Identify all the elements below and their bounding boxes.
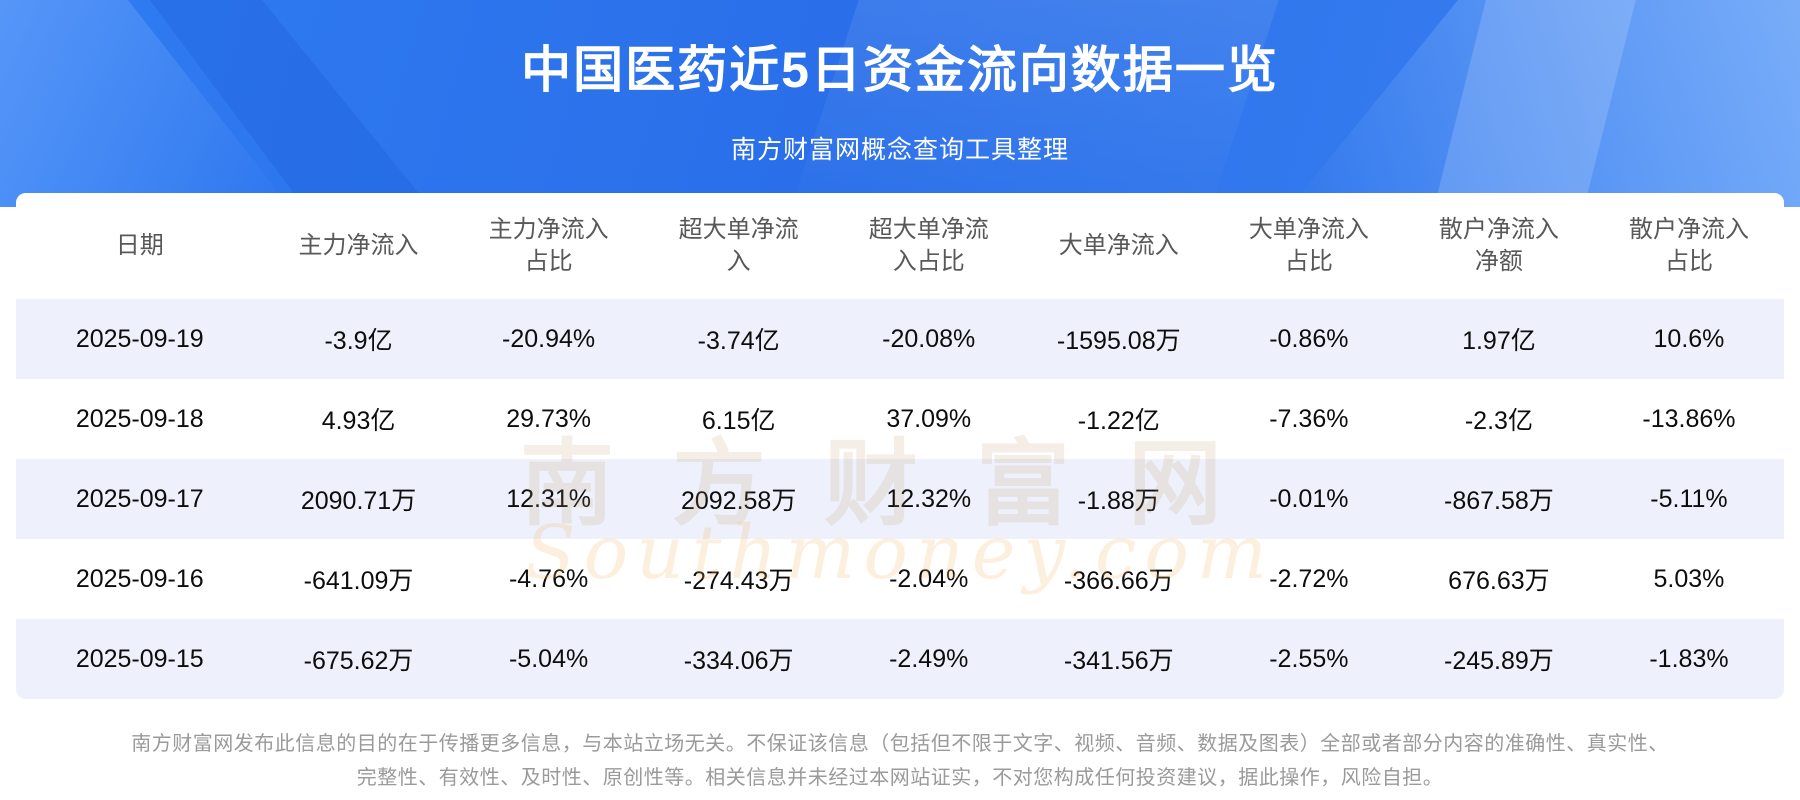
footer-disclaimer: 南方财富网发布此信息的目的在于传播更多信息，与本站立场无关。不保证该信息（包括但… bbox=[0, 727, 1800, 795]
column-header-main-net-inflow: 主力净流入 bbox=[298, 231, 419, 259]
cell-main-net-inflow-ratio: 12.31% bbox=[506, 484, 591, 513]
cell-retail-net-inflow: 676.63万 bbox=[1448, 567, 1550, 595]
page-subtitle: 南方财富网概念查询工具整理 bbox=[730, 136, 1069, 164]
cell-retail-net-inflow-ratio: 5.03% bbox=[1653, 564, 1725, 593]
cell-large-order-net-inflow: -341.56万 bbox=[1063, 647, 1174, 675]
cell-main-net-inflow: -3.9亿 bbox=[324, 327, 393, 355]
cell-xl-order-net-inflow: 2092.58万 bbox=[680, 487, 797, 515]
cell-date: 2025-09-19 bbox=[75, 324, 204, 353]
footer-disclaimer-line1: 南方财富网发布此信息的目的在于传播更多信息，与本站立场无关。不保证该信息（包括但… bbox=[131, 733, 1669, 755]
column-header-xl-order-net-inflow-ratio: 超大单净流入占比 bbox=[868, 215, 989, 275]
cell-xl-order-net-inflow-ratio: -2.04% bbox=[889, 564, 969, 593]
cell-xl-order-net-inflow: 6.15亿 bbox=[701, 407, 776, 435]
cell-retail-net-inflow: 1.97亿 bbox=[1462, 327, 1536, 355]
cell-large-order-net-inflow-ratio: -2.55% bbox=[1269, 644, 1349, 673]
cell-retail-net-inflow: -2.3亿 bbox=[1464, 407, 1533, 435]
cell-large-order-net-inflow-ratio: -2.72% bbox=[1269, 564, 1349, 593]
footer-disclaimer-line2: 完整性、有效性、及时性、原创性等。相关信息并未经过本网站证实，不对您构成任何投资… bbox=[356, 767, 1444, 789]
column-header-retail-net-inflow-ratio: 散户净流入占比 bbox=[1628, 215, 1749, 275]
cell-large-order-net-inflow-ratio: -7.36% bbox=[1269, 404, 1349, 433]
cell-large-order-net-inflow-ratio: -0.01% bbox=[1269, 484, 1349, 513]
cell-xl-order-net-inflow: -334.06万 bbox=[683, 647, 794, 675]
cell-date: 2025-09-18 bbox=[75, 404, 204, 433]
cell-main-net-inflow: -675.62万 bbox=[303, 647, 414, 675]
cell-large-order-net-inflow: -366.66万 bbox=[1063, 567, 1174, 595]
cell-retail-net-inflow: -867.58万 bbox=[1444, 487, 1554, 515]
page-title: 中国医药近5日资金流向数据一览 bbox=[521, 42, 1279, 98]
cell-retail-net-inflow-ratio: -1.83% bbox=[1649, 644, 1729, 673]
cell-large-order-net-inflow: -1.88万 bbox=[1077, 487, 1160, 515]
table-header-row: 日期 主力净流入 主力净流入占比 超大单净流入 超大单净流入占比 大单净流入 大… bbox=[16, 193, 1784, 299]
cell-date: 2025-09-17 bbox=[75, 484, 204, 513]
cell-xl-order-net-inflow-ratio: -20.08% bbox=[882, 324, 976, 353]
cell-large-order-net-inflow-ratio: -0.86% bbox=[1269, 324, 1349, 353]
cell-xl-order-net-inflow-ratio: 37.09% bbox=[886, 404, 972, 433]
cell-retail-net-inflow-ratio: -13.86% bbox=[1642, 404, 1736, 433]
cell-main-net-inflow-ratio: -5.04% bbox=[508, 644, 589, 673]
cell-retail-net-inflow-ratio: 10.6% bbox=[1653, 324, 1725, 353]
column-header-large-order-net-inflow-ratio: 大单净流入占比 bbox=[1248, 215, 1369, 275]
cell-retail-net-inflow: -245.89万 bbox=[1444, 647, 1554, 675]
table-row: 2025-09-16 -641.09万 -4.76% -274.43万 -2.0… bbox=[16, 539, 1784, 619]
cell-xl-order-net-inflow: -3.74亿 bbox=[697, 327, 780, 355]
cell-main-net-inflow-ratio: -4.76% bbox=[508, 564, 589, 593]
cell-main-net-inflow-ratio: -20.94% bbox=[502, 324, 596, 353]
cell-main-net-inflow-ratio: 29.73% bbox=[506, 404, 591, 433]
column-header-main-net-inflow-ratio: 主力净流入占比 bbox=[488, 215, 609, 275]
cell-retail-net-inflow-ratio: -5.11% bbox=[1650, 484, 1728, 513]
column-header-xl-order-net-inflow: 超大单净流入 bbox=[678, 215, 799, 275]
cell-xl-order-net-inflow-ratio: -2.49% bbox=[889, 644, 969, 673]
cell-large-order-net-inflow: -1.22亿 bbox=[1077, 407, 1160, 435]
cell-main-net-inflow: 4.93亿 bbox=[321, 407, 396, 435]
cell-main-net-inflow: 2090.71万 bbox=[300, 487, 417, 515]
cell-xl-order-net-inflow: -274.43万 bbox=[683, 567, 794, 595]
column-header-retail-net-inflow: 散户净流入净额 bbox=[1438, 215, 1559, 275]
header-banner: 中国医药近5日资金流向数据一览 南方财富网概念查询工具整理 bbox=[0, 0, 1800, 207]
fund-flow-table-card: 日期 主力净流入 主力净流入占比 超大单净流入 超大单净流入占比 大单净流入 大… bbox=[16, 193, 1784, 699]
column-header-date: 日期 bbox=[115, 231, 164, 259]
cell-large-order-net-inflow: -1595.08万 bbox=[1056, 327, 1181, 355]
table-row: 2025-09-18 4.93亿 29.73% 6.15亿 37.09% -1.… bbox=[16, 379, 1784, 459]
cell-xl-order-net-inflow-ratio: 12.32% bbox=[886, 484, 972, 513]
cell-date: 2025-09-16 bbox=[75, 564, 204, 593]
cell-main-net-inflow: -641.09万 bbox=[303, 567, 414, 595]
table-row: 2025-09-15 -675.62万 -5.04% -334.06万 -2.4… bbox=[16, 619, 1784, 699]
table-row: 2025-09-17 2090.71万 12.31% 2092.58万 12.3… bbox=[16, 459, 1784, 539]
table-row: 2025-09-19 -3.9亿 -20.94% -3.74亿 -20.08% … bbox=[16, 299, 1784, 379]
cell-date: 2025-09-15 bbox=[75, 644, 204, 673]
column-header-large-order-net-inflow: 大单净流入 bbox=[1058, 231, 1179, 259]
